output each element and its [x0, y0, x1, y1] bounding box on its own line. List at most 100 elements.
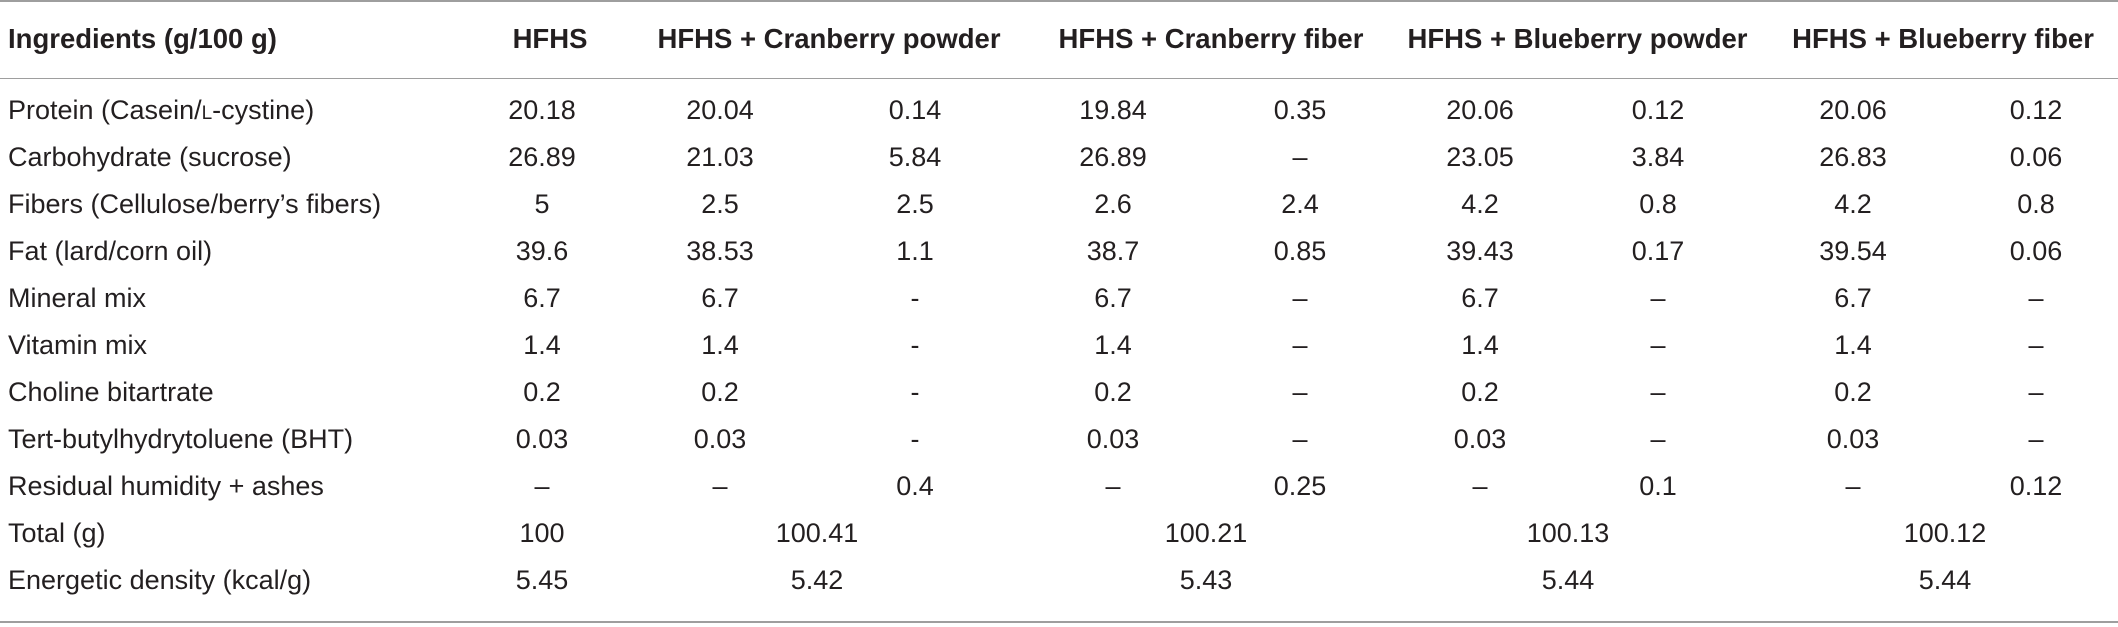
table-cell: 1.4 [1094, 330, 1132, 360]
table-cell: 0.2 [701, 377, 739, 407]
table-cell: 1.4 [523, 330, 561, 360]
table-cell: 0.1 [1639, 471, 1677, 501]
table-cell: 4.2 [1834, 189, 1872, 219]
table-cell: 20.18 [508, 95, 576, 125]
header-hfhs-blueberry-fiber: HFHS + Blueberry fiber [1792, 23, 2094, 54]
table-cell: 0.2 [523, 377, 561, 407]
table-cell: 20.04 [686, 95, 754, 125]
total-cell: 100.13 [1526, 518, 1610, 548]
row-label: Residual humidity + ashes [8, 471, 324, 501]
table-cell: 0.2 [1094, 377, 1132, 407]
header-rule [0, 78, 2118, 79]
total-cell: 5.43 [1179, 565, 1233, 595]
table-cell: 2.5 [701, 189, 739, 219]
table-cell: – [712, 471, 728, 501]
table-cell: - [910, 377, 920, 407]
total-cell: 100.12 [1903, 518, 1987, 548]
table-cell: 0.17 [1631, 236, 1685, 266]
table-cell: 38.7 [1086, 236, 1140, 266]
table-cell: 5 [534, 189, 550, 219]
table-cell: 0.03 [693, 424, 747, 454]
total-row-label: Energetic density (kcal/g) [8, 565, 312, 595]
table-cell: – [1650, 424, 1666, 454]
table-cell: 4.2 [1461, 189, 1499, 219]
header-ingredients: Ingredients (g/100 g) [8, 23, 277, 54]
table-cell: 6.7 [701, 283, 739, 313]
table-cell: 0.03 [515, 424, 569, 454]
table-cell: 20.06 [1446, 95, 1514, 125]
table-cell: 21.03 [686, 142, 754, 172]
table-cell: 19.84 [1079, 95, 1147, 125]
table-cell: – [2028, 377, 2044, 407]
total-cell: 100.41 [775, 518, 859, 548]
table-cell: - [910, 330, 920, 360]
row-label-text: Protein (Casein/ [8, 95, 202, 125]
total-cell: 5.44 [1541, 565, 1595, 595]
table-cell: 6.7 [523, 283, 561, 313]
table-cell: – [1292, 283, 1308, 313]
table-cell: 0.8 [2017, 189, 2055, 219]
table-cell: – [1650, 283, 1666, 313]
row-label: Protein (Casein/l-cystine) [8, 87, 478, 134]
table-cell: 2.4 [1281, 189, 1319, 219]
table-cell: 0.12 [1631, 95, 1685, 125]
row-label-tail: -cystine) [212, 95, 315, 125]
total-row-label: Total (g) [8, 518, 106, 548]
table-cell: 6.7 [1094, 283, 1132, 313]
table-cell: 1.4 [701, 330, 739, 360]
table-cell: 0.35 [1273, 95, 1327, 125]
table-cell: – [1105, 471, 1121, 501]
table-cell: – [1472, 471, 1488, 501]
table-cell: 6.7 [1461, 283, 1499, 313]
table-cell: – [1292, 377, 1308, 407]
header-hfhs-cranberry-powder: HFHS + Cranberry powder [657, 23, 1001, 54]
table-cell: – [2028, 330, 2044, 360]
table-cell: 0.12 [2009, 471, 2063, 501]
table-cell: 38.53 [686, 236, 754, 266]
table-cell: 0.85 [1273, 236, 1327, 266]
table-cell: – [1292, 330, 1308, 360]
table-top-rule [0, 0, 2118, 2]
table-cell: 0.03 [1826, 424, 1880, 454]
table-cell: 26.89 [508, 142, 576, 172]
table-cell: – [1650, 377, 1666, 407]
table-cell: 2.6 [1094, 189, 1132, 219]
table-cell: – [2028, 424, 2044, 454]
table-cell: 26.83 [1819, 142, 1887, 172]
table-cell: 1.4 [1461, 330, 1499, 360]
table-cell: – [534, 471, 550, 501]
table-bottom-rule [0, 621, 2118, 623]
table-cell: – [1650, 330, 1666, 360]
table-cell: – [1845, 471, 1861, 501]
table-cell: 5.84 [888, 142, 942, 172]
total-cell: 5.45 [515, 565, 569, 595]
table-cell: 6.7 [1834, 283, 1872, 313]
total-cell: 5.44 [1918, 565, 1972, 595]
table-cell: 0.14 [888, 95, 942, 125]
table-cell: – [2028, 283, 2044, 313]
table-cell: 1.4 [1834, 330, 1872, 360]
table-cell: 20.06 [1819, 95, 1887, 125]
table-cell: 0.4 [896, 471, 934, 501]
table-cell: 0.03 [1086, 424, 1140, 454]
row-label: Fat (lard/corn oil) [8, 236, 213, 266]
row-label: Mineral mix [8, 283, 147, 313]
header-hfhs: HFHS [512, 23, 588, 54]
total-cell: 5.42 [790, 565, 844, 595]
table-cell: 39.43 [1446, 236, 1514, 266]
row-label: Choline bitartrate [8, 377, 214, 407]
row-label: Vitamin mix [8, 330, 148, 360]
total-cell: 100.21 [1164, 518, 1248, 548]
row-label: Tert-butylhydrytoluene (BHT) [8, 424, 354, 454]
table-cell: 0.06 [2009, 236, 2063, 266]
table-cell: 2.5 [896, 189, 934, 219]
table-cell: 0.06 [2009, 142, 2063, 172]
table-cell: 26.89 [1079, 142, 1147, 172]
table-cell: 0.25 [1273, 471, 1327, 501]
table-cell: 1.1 [896, 236, 934, 266]
table-cell: – [1292, 142, 1308, 172]
row-label: Fibers (Cellulose/berry’s fibers) [8, 189, 382, 219]
table-cell: 39.54 [1819, 236, 1887, 266]
table-cell: 0.12 [2009, 95, 2063, 125]
